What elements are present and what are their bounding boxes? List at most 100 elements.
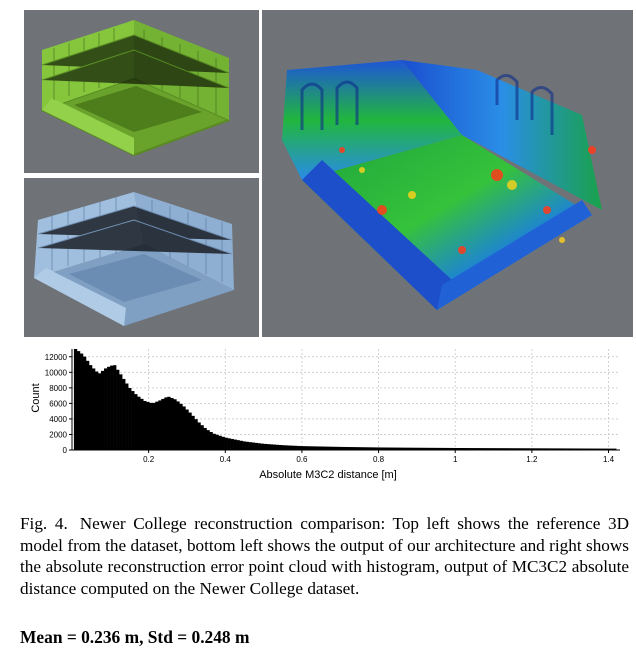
- histogram-bar: [486, 448, 490, 450]
- histogram-bar: [366, 447, 370, 450]
- histogram-bar: [305, 446, 310, 450]
- histogram-bar: [293, 445, 298, 450]
- histogram-bar: [519, 448, 524, 450]
- histogram-bar: [438, 447, 442, 450]
- y-tick-label: 2000: [49, 430, 67, 439]
- histogram-chart: 0 2000 4000 6000 8000 10000 12000 0.2 0.4 0.6 0.8…: [30, 349, 620, 481]
- histogram-bar: [558, 448, 563, 450]
- figure-label: Fig. 4.: [20, 514, 68, 533]
- chart-axes: [71, 349, 620, 451]
- x-tick-label: 0.8: [373, 455, 385, 464]
- histogram-bar: [402, 447, 406, 450]
- histogram-bar: [323, 446, 328, 450]
- histogram-bar: [152, 402, 156, 450]
- y-axis-label: Count: [30, 383, 42, 412]
- histogram-bar: [378, 447, 382, 450]
- histogram-bar: [580, 448, 584, 450]
- error-cloud-wall-back: [402, 60, 602, 210]
- histogram-bar: [290, 445, 295, 450]
- histogram-bar: [387, 447, 391, 450]
- histogram-bar: [320, 446, 325, 450]
- histogram-bar: [275, 444, 280, 450]
- histogram-bar: [393, 447, 397, 450]
- histogram-bar: [185, 409, 189, 450]
- histogram-bar: [474, 448, 478, 450]
- histogram-bar: [278, 445, 283, 450]
- histogram-bar: [540, 448, 545, 450]
- histogram-bar: [326, 446, 331, 450]
- histogram-bar: [429, 447, 433, 450]
- histogram-bar: [239, 440, 243, 450]
- histogram-bar: [137, 396, 141, 450]
- histogram-bar: [573, 448, 578, 450]
- histogram-bar: [79, 353, 84, 450]
- error-cloud-wall-left: [282, 60, 462, 180]
- histogram-bar: [173, 399, 177, 450]
- histogram-bar: [73, 349, 78, 450]
- x-tick-label: 1: [453, 455, 458, 464]
- error-cloud-arches: [300, 74, 554, 135]
- histogram-bar: [269, 444, 274, 450]
- histogram-bar: [342, 446, 346, 450]
- reference-model-floor: [74, 86, 202, 132]
- histogram-bar: [586, 448, 590, 450]
- histogram-bar: [498, 448, 502, 450]
- histogram-bar: [170, 398, 174, 450]
- histogram-bar: [95, 371, 99, 450]
- histogram-bar: [336, 446, 340, 450]
- histogram-bar: [390, 447, 394, 450]
- histogram-bar: [592, 448, 596, 450]
- histogram-bar: [332, 446, 337, 450]
- histogram-bar: [471, 448, 475, 450]
- histogram-bar: [215, 434, 219, 450]
- histogram-bar: [411, 447, 415, 450]
- histogram-bar: [191, 415, 195, 450]
- histogram-bar: [119, 374, 123, 450]
- histogram-bar: [76, 351, 81, 450]
- histogram-bar: [218, 435, 222, 450]
- reference-model-wall-front: [42, 98, 134, 155]
- histogram-bar: [329, 446, 334, 450]
- histogram-bar: [248, 442, 252, 450]
- histogram-bar: [260, 443, 265, 450]
- histogram-bar: [110, 365, 114, 450]
- histogram-bar: [281, 445, 286, 450]
- error-cloud-wall-right: [437, 200, 592, 310]
- histogram-bar: [284, 445, 289, 450]
- reconstructed-model-floor: [69, 254, 202, 302]
- histogram-bar: [317, 446, 322, 450]
- histogram-bar: [447, 447, 451, 450]
- histogram-bar: [408, 447, 412, 450]
- histogram-bar: [444, 447, 448, 450]
- error-cloud-wall-front: [302, 160, 452, 310]
- x-tick-label: 0.6: [296, 455, 308, 464]
- histogram-bar: [236, 440, 240, 450]
- histogram-bar: [339, 446, 343, 450]
- histogram-bar: [450, 447, 454, 450]
- histogram-bar: [543, 448, 548, 450]
- histogram-bar: [462, 448, 466, 450]
- histogram-bar: [182, 406, 186, 450]
- histogram-bar: [432, 447, 436, 450]
- histogram-bar: [360, 447, 364, 450]
- error-cloud-warm-spots: [359, 167, 565, 243]
- histogram-bar: [98, 373, 102, 450]
- histogram-bar: [254, 442, 258, 450]
- x-tick-label: 0.4: [220, 455, 232, 464]
- histogram-bar: [567, 448, 572, 450]
- histogram-bar: [456, 447, 460, 450]
- histogram-bar: [85, 360, 90, 450]
- x-tick-label: 1.2: [526, 455, 538, 464]
- histogram-bar: [414, 447, 418, 450]
- histogram-bar: [528, 448, 533, 450]
- histogram-bar: [501, 448, 506, 450]
- histogram-bar: [384, 447, 388, 450]
- histogram-bar: [507, 448, 512, 450]
- histogram-bar: [453, 447, 457, 450]
- histogram-bar: [459, 448, 463, 450]
- histogram-bar: [212, 433, 216, 450]
- x-tick-label: 1.4: [603, 455, 615, 464]
- histogram-bar: [375, 447, 379, 450]
- histogram-bar: [164, 397, 168, 450]
- histogram-bar: [230, 438, 234, 450]
